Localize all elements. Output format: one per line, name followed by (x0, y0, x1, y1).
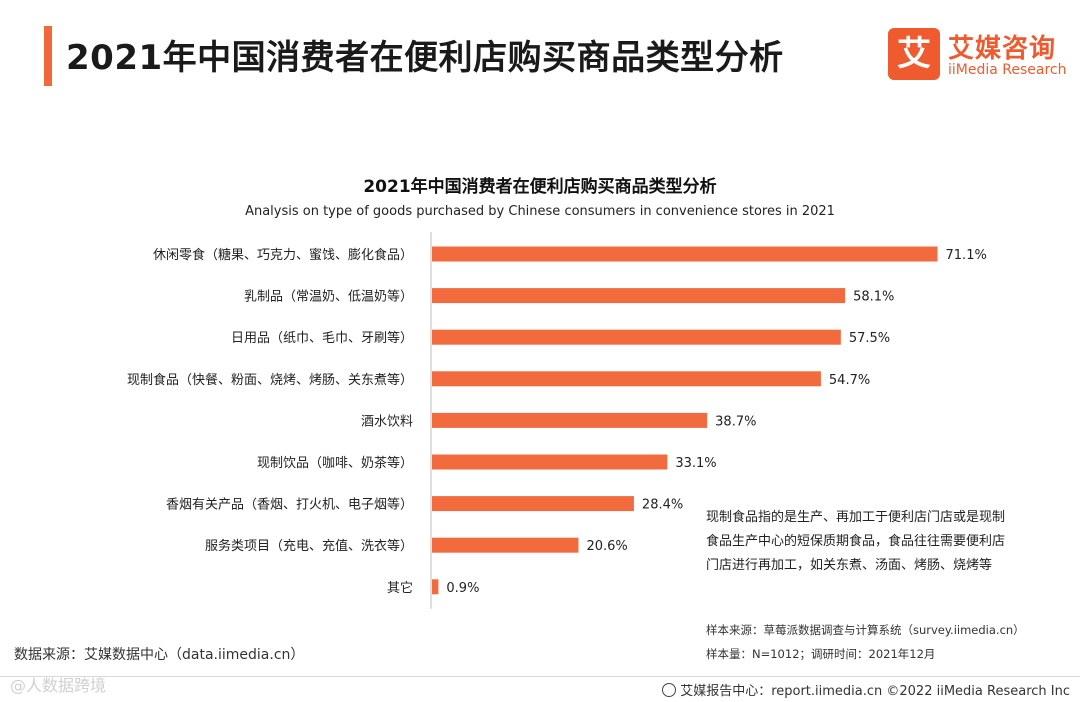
category-label-4: 酒水饮料 (361, 414, 413, 429)
chart-title: 2021年中国消费者在便利店购买商品类型分析 (363, 177, 717, 197)
watermark: @人数据跨境 (10, 676, 107, 695)
footer-divider (0, 676, 1080, 677)
data-source: 数据来源：艾媒数据中心（data.iimedia.cn） (14, 647, 305, 663)
sample-source: 样本来源：草莓派数据调查与计算系统（survey.iimedia.cn） (706, 623, 1025, 637)
definition-note: 现制食品指的是生产、再加工于便利店门店或是现制 食品生产中心的短保质期食品，食品… (706, 506, 1056, 578)
value-label-6: 28.4% (642, 498, 683, 513)
bar-0 (432, 246, 938, 262)
category-label-7: 服务类项目（充电、充值、洗衣等） (205, 538, 413, 554)
note-line-2: 食品生产中心的短保质期食品，食品往往需要便利店 (706, 534, 1006, 549)
bar-3 (432, 371, 821, 387)
category-label-8: 其它 (387, 580, 413, 596)
category-label-5: 现制饮品（咖啡、奶茶等） (257, 455, 413, 471)
value-label-1: 58.1% (853, 290, 894, 305)
sample-size: 样本量：N=1012；调研时间：2021年12月 (706, 647, 936, 661)
globe-icon (662, 683, 677, 697)
bar-7 (432, 537, 579, 553)
logo-en-text: iiMedia Research (948, 62, 1067, 78)
value-label-2: 57.5% (849, 331, 890, 346)
bar-6 (432, 496, 634, 512)
category-label-2: 日用品（纸巾、毛巾、牙刷等） (231, 330, 413, 346)
footer-text: 艾媒报告中心：report.iimedia.cn ©2022 iiMedia R… (680, 684, 1070, 699)
bar-5 (432, 454, 668, 470)
bar-1 (432, 288, 846, 304)
bar-4 (432, 412, 708, 428)
category-label-6: 香烟有关产品（香烟、打火机、电子烟等） (166, 497, 413, 513)
page-title: 2021年中国消费者在便利店购买商品类型分析 (66, 38, 784, 78)
value-label-8: 0.9% (446, 581, 479, 596)
title-accent-bar (44, 26, 52, 86)
value-label-7: 20.6% (586, 539, 627, 554)
category-label-0: 休闲零食（糖果、巧克力、蜜饯、膨化食品） (153, 247, 413, 263)
category-label-3: 现制食品（快餐、粉面、烧烤、烤肠、关东煮等） (127, 372, 413, 388)
bar-8 (432, 579, 439, 595)
note-line-3: 门店进行再加工，如关东煮、汤面、烤肠、烧烤等 (706, 558, 993, 573)
logo-mark: 艾 (888, 28, 940, 80)
logo-cn-text: 艾媒咨询 (948, 34, 1057, 64)
chart-subtitle: Analysis on type of goods purchased by C… (245, 204, 835, 219)
value-label-4: 38.7% (715, 414, 756, 429)
note-line-1: 现制食品指的是生产、再加工于便利店门店或是现制 (706, 510, 1006, 525)
value-label-3: 54.7% (829, 373, 870, 388)
bar-2 (432, 329, 841, 345)
category-label-1: 乳制品（常温奶、低温奶等） (244, 289, 413, 305)
iimedia-logo: 艾 艾媒咨询 iiMedia Research (888, 28, 1068, 82)
value-label-5: 33.1% (675, 456, 716, 471)
value-label-0: 71.1% (946, 248, 987, 263)
footer: 艾媒报告中心：report.iimedia.cn ©2022 iiMedia R… (662, 680, 1070, 699)
